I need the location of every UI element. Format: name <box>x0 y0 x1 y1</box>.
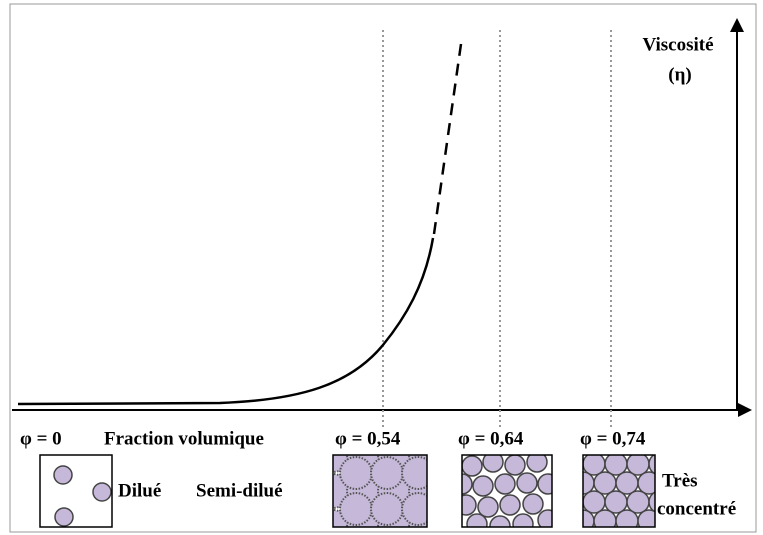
particle <box>401 492 427 526</box>
particle <box>637 509 655 527</box>
regime-label: concentré <box>657 498 736 519</box>
marker: φ = 0 <box>20 428 62 449</box>
particle <box>462 494 477 516</box>
particle <box>504 455 526 476</box>
packing-box <box>461 454 553 528</box>
particle <box>604 490 628 514</box>
particle <box>370 492 404 526</box>
marker: φ = 0,74 <box>580 428 646 449</box>
box-border <box>461 454 553 528</box>
particle <box>526 455 548 473</box>
particle <box>54 507 74 527</box>
y-symbol: (η) <box>668 64 691 85</box>
y-arrow <box>730 18 744 32</box>
particle <box>482 455 504 473</box>
particle <box>477 496 499 518</box>
x-label: Fraction volumique <box>104 428 264 449</box>
particle <box>648 491 655 513</box>
particle <box>604 455 628 476</box>
particle <box>462 455 483 477</box>
marker: φ = 0,54 <box>335 428 401 449</box>
particle <box>615 509 639 527</box>
frame <box>9 3 757 533</box>
particle <box>92 482 112 502</box>
marker: φ = 0,64 <box>458 428 524 449</box>
particle <box>537 509 552 527</box>
particle <box>537 473 552 495</box>
particle <box>583 490 606 514</box>
particle <box>499 494 521 516</box>
box-border <box>582 454 656 528</box>
particle <box>462 473 473 495</box>
particles <box>462 455 552 527</box>
particle <box>512 513 534 527</box>
packing-box <box>39 454 113 528</box>
regime-label: Semi-dilué <box>196 480 283 501</box>
packing-box <box>582 454 656 528</box>
particle <box>339 492 373 526</box>
particle <box>583 459 584 469</box>
particle <box>401 456 427 490</box>
particle <box>626 490 650 514</box>
box-border <box>332 454 428 528</box>
particle <box>593 509 617 527</box>
x-arrow <box>738 403 752 417</box>
particle <box>494 473 516 495</box>
particle <box>370 456 404 490</box>
particle <box>522 493 544 515</box>
particle <box>333 455 351 473</box>
packing-box <box>332 454 428 528</box>
particle <box>472 475 494 497</box>
particle <box>333 509 351 527</box>
particle <box>516 472 538 494</box>
regime-label: Très <box>662 470 698 491</box>
particle <box>593 471 617 495</box>
box-border <box>39 454 113 528</box>
particle <box>583 497 584 507</box>
particle <box>583 455 606 476</box>
particles <box>53 465 112 527</box>
viscosity-curve <box>17 237 435 406</box>
packing-illustrations <box>39 454 656 528</box>
particle <box>648 455 655 475</box>
particle <box>466 513 488 527</box>
viscosity-curve-extrapolated <box>432 43 463 235</box>
particles <box>333 455 427 527</box>
regime-label: Dilué <box>118 480 161 501</box>
particle <box>626 455 650 476</box>
particle <box>53 465 73 485</box>
particles <box>583 455 655 527</box>
particle <box>615 471 639 495</box>
particle <box>339 456 373 490</box>
particle <box>637 471 655 495</box>
y-label: Viscosité <box>642 34 713 55</box>
particle <box>489 515 511 527</box>
